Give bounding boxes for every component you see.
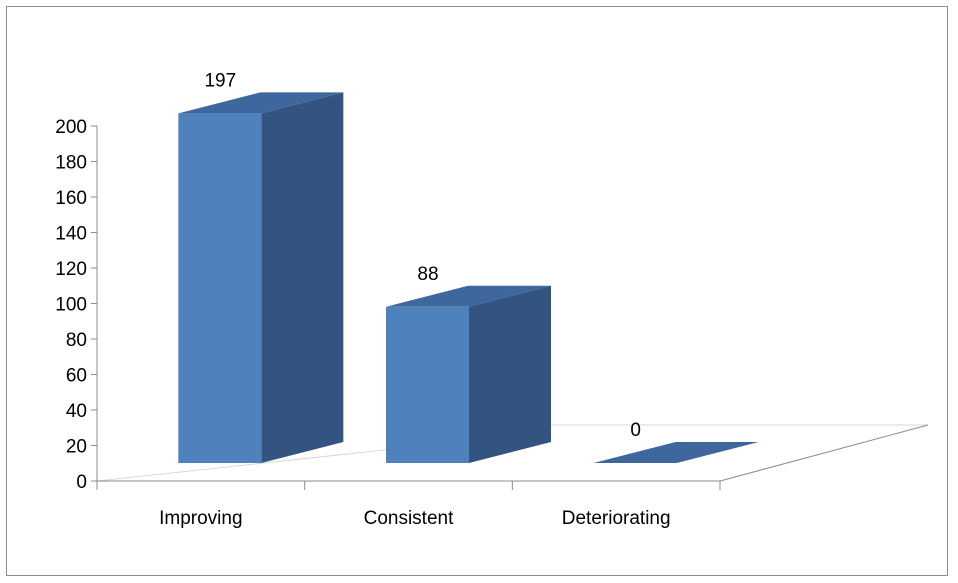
data-label: 197: [204, 70, 236, 91]
x-tick-label: Consistent: [364, 508, 454, 529]
bar-improving: [178, 92, 344, 463]
bar-top-face: [386, 285, 551, 307]
y-tick-label: 100: [55, 295, 87, 316]
y-tick-label: 160: [55, 188, 87, 209]
y-tick-label: 140: [55, 224, 87, 245]
y-axis: 0 20 40 60 80 100 120 140 160 180 200: [55, 117, 98, 493]
bar-front-face: [386, 306, 469, 463]
y-tick-label: 180: [55, 153, 87, 174]
x-tick-label: Deteriorating: [562, 508, 671, 529]
data-labels: 197 88 0: [204, 70, 640, 441]
floor-right-edge: [719, 424, 929, 482]
y-tick-label: 20: [66, 437, 87, 458]
bar-top-face: [178, 92, 344, 114]
y-tick-label: 200: [55, 117, 87, 138]
data-label: 0: [630, 420, 641, 441]
x-tick-label: Improving: [159, 508, 242, 529]
bar-side-face: [261, 92, 344, 463]
bar-front-face: [178, 113, 262, 463]
y-tick-label: 0: [76, 472, 87, 493]
data-label: 88: [417, 264, 438, 285]
bar-consistent: [386, 285, 551, 463]
bars: [178, 92, 759, 463]
y-tick-label: 120: [55, 259, 87, 280]
x-axis: Improving Consistent Deteriorating: [96, 424, 929, 529]
bar-deteriorating: [593, 442, 759, 463]
y-tick-label: 80: [66, 330, 87, 351]
bar-side-face: [469, 285, 551, 463]
y-tick-label: 40: [66, 401, 87, 422]
bar-top-face: [593, 442, 759, 463]
y-tick-label: 60: [66, 366, 87, 387]
floor-back-left-edge: [96, 443, 441, 482]
